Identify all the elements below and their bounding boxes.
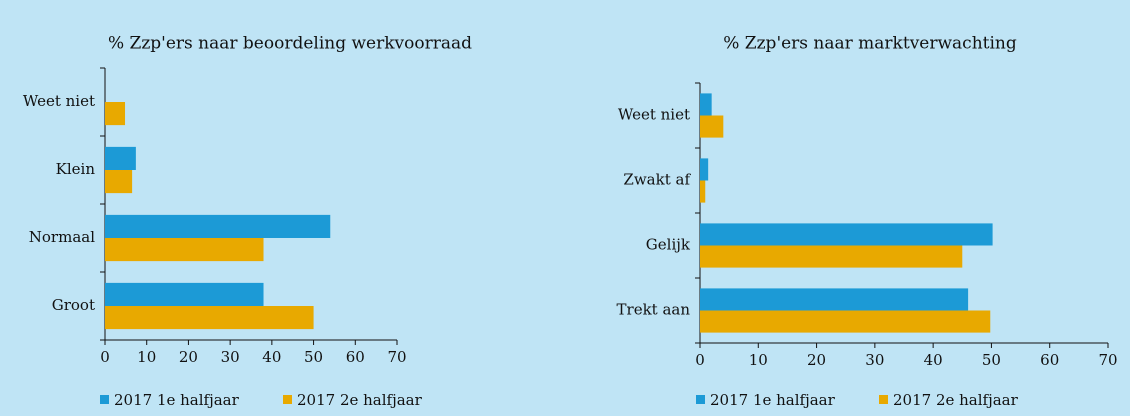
x-tick-label: 50	[304, 348, 323, 366]
legend-label: 2017 1e halfjaar	[710, 391, 836, 409]
x-tick-label: 0	[695, 351, 705, 369]
legend-label: 2017 2e halfjaar	[297, 391, 423, 409]
bar	[700, 310, 991, 333]
legend-swatch	[696, 395, 705, 404]
x-tick-label: 30	[221, 348, 240, 366]
x-tick-label: 20	[179, 348, 198, 366]
bar	[700, 245, 963, 268]
x-tick-label: 50	[982, 351, 1001, 369]
x-tick-label: 40	[924, 351, 943, 369]
category-label: Gelijk	[646, 236, 691, 254]
legend-swatch	[283, 395, 292, 404]
x-tick-label: 10	[137, 348, 156, 366]
bar	[105, 282, 264, 306]
category-label: Trekt aan	[617, 301, 691, 319]
category-label: Zwakt af	[623, 171, 691, 189]
legend-swatch	[879, 395, 888, 404]
bar	[700, 93, 712, 116]
bar	[700, 288, 969, 311]
chart-title: % Zzp'ers naar beoordeling werkvoorraad	[108, 34, 472, 54]
legend-swatch	[100, 395, 109, 404]
x-tick-label: 20	[807, 351, 826, 369]
bar	[105, 146, 136, 170]
x-tick-label: 60	[346, 348, 365, 366]
category-label: Weet niet	[618, 106, 690, 124]
category-label: Weet niet	[23, 92, 95, 110]
bar	[105, 306, 314, 330]
x-tick-label: 30	[865, 351, 884, 369]
category-label: Normaal	[29, 228, 95, 246]
chart-title: % Zzp'ers naar marktverwachting	[723, 34, 1017, 54]
category-label: Klein	[56, 160, 96, 178]
category-label: Groot	[52, 296, 95, 314]
bar	[700, 158, 709, 181]
legend-label: 2017 1e halfjaar	[114, 391, 240, 409]
bar	[700, 115, 724, 138]
bar	[700, 223, 993, 246]
bar	[105, 170, 133, 194]
x-tick-label: 0	[100, 348, 110, 366]
x-tick-label: 40	[262, 348, 281, 366]
bar	[105, 214, 331, 238]
x-tick-label: 70	[387, 348, 406, 366]
bar	[105, 238, 264, 262]
bar	[700, 180, 706, 203]
x-tick-label: 60	[1040, 351, 1059, 369]
x-tick-label: 10	[749, 351, 768, 369]
legend-label: 2017 2e halfjaar	[893, 391, 1019, 409]
x-tick-label: 70	[1098, 351, 1117, 369]
bar	[105, 102, 126, 126]
